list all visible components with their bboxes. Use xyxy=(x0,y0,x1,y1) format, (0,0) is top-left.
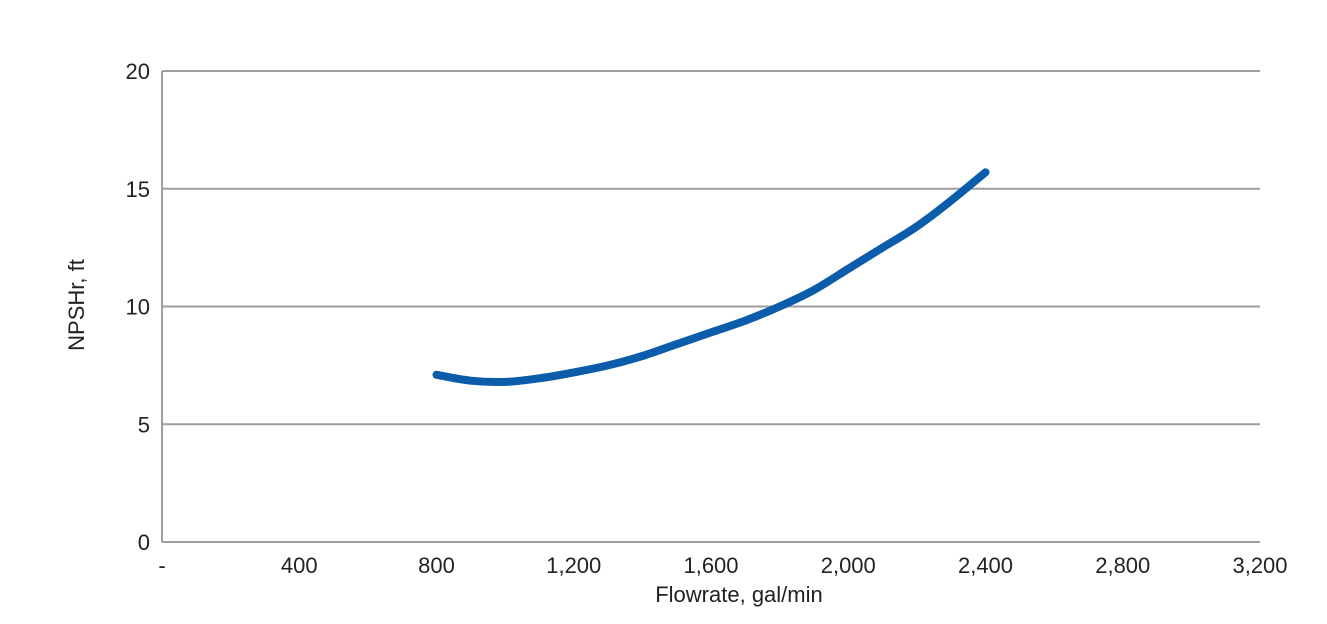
y-tick-label: 5 xyxy=(138,412,150,437)
y-tick-label: 0 xyxy=(138,530,150,555)
x-axis-title: Flowrate, gal/min xyxy=(655,582,823,607)
x-tick-label: 1,600 xyxy=(683,553,738,578)
x-tick-label: 2,800 xyxy=(1095,553,1150,578)
x-tick-label: 400 xyxy=(281,553,318,578)
x-tick-label: 3,200 xyxy=(1232,553,1287,578)
y-axis-title: NPSHr, ft xyxy=(64,259,89,351)
x-tick-label: 2,400 xyxy=(958,553,1013,578)
y-tick-label: 10 xyxy=(126,295,150,320)
x-tick-label: 2,000 xyxy=(821,553,876,578)
x-tick-labels: - 400 800 1,200 1,600 2,000 2,400 2,800 3,200 xyxy=(158,553,1287,578)
series-layer xyxy=(432,168,990,387)
x-tick-label: 1,200 xyxy=(546,553,601,578)
x-tick-label: 800 xyxy=(418,553,455,578)
series-line-0 xyxy=(432,168,990,387)
y-tick-labels: 0 5 10 15 20 xyxy=(126,59,150,555)
gridlines xyxy=(162,70,1260,426)
y-tick-label: 20 xyxy=(126,59,150,84)
y-tick-label: 15 xyxy=(126,177,150,202)
axes xyxy=(161,71,1260,543)
x-tick-label: - xyxy=(158,553,165,578)
